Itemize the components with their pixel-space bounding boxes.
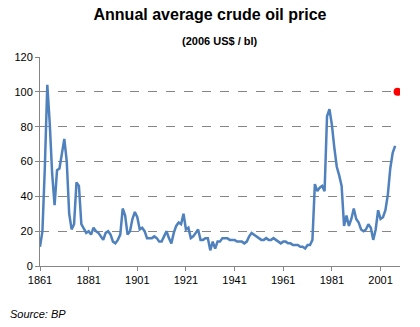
svg-text:60: 60: [21, 155, 33, 167]
svg-text:1921: 1921: [174, 274, 198, 286]
svg-text:(2006 US$ / bl): (2006 US$ / bl): [182, 35, 258, 47]
svg-text:20: 20: [21, 225, 33, 237]
svg-text:0: 0: [27, 260, 33, 272]
svg-text:1981: 1981: [320, 274, 344, 286]
svg-text:1961: 1961: [271, 274, 295, 286]
svg-text:40: 40: [21, 190, 33, 202]
svg-text:2001: 2001: [368, 274, 392, 286]
svg-text:1861: 1861: [28, 274, 52, 286]
svg-text:1901: 1901: [125, 274, 149, 286]
svg-text:120: 120: [14, 51, 32, 63]
svg-text:Annual average crude oil price: Annual average crude oil price: [94, 6, 327, 23]
svg-text:100: 100: [14, 86, 32, 98]
svg-text:Source: BP: Source: BP: [10, 308, 66, 320]
svg-text:1881: 1881: [76, 274, 100, 286]
svg-text:1941: 1941: [222, 274, 246, 286]
svg-text:80: 80: [21, 121, 33, 133]
